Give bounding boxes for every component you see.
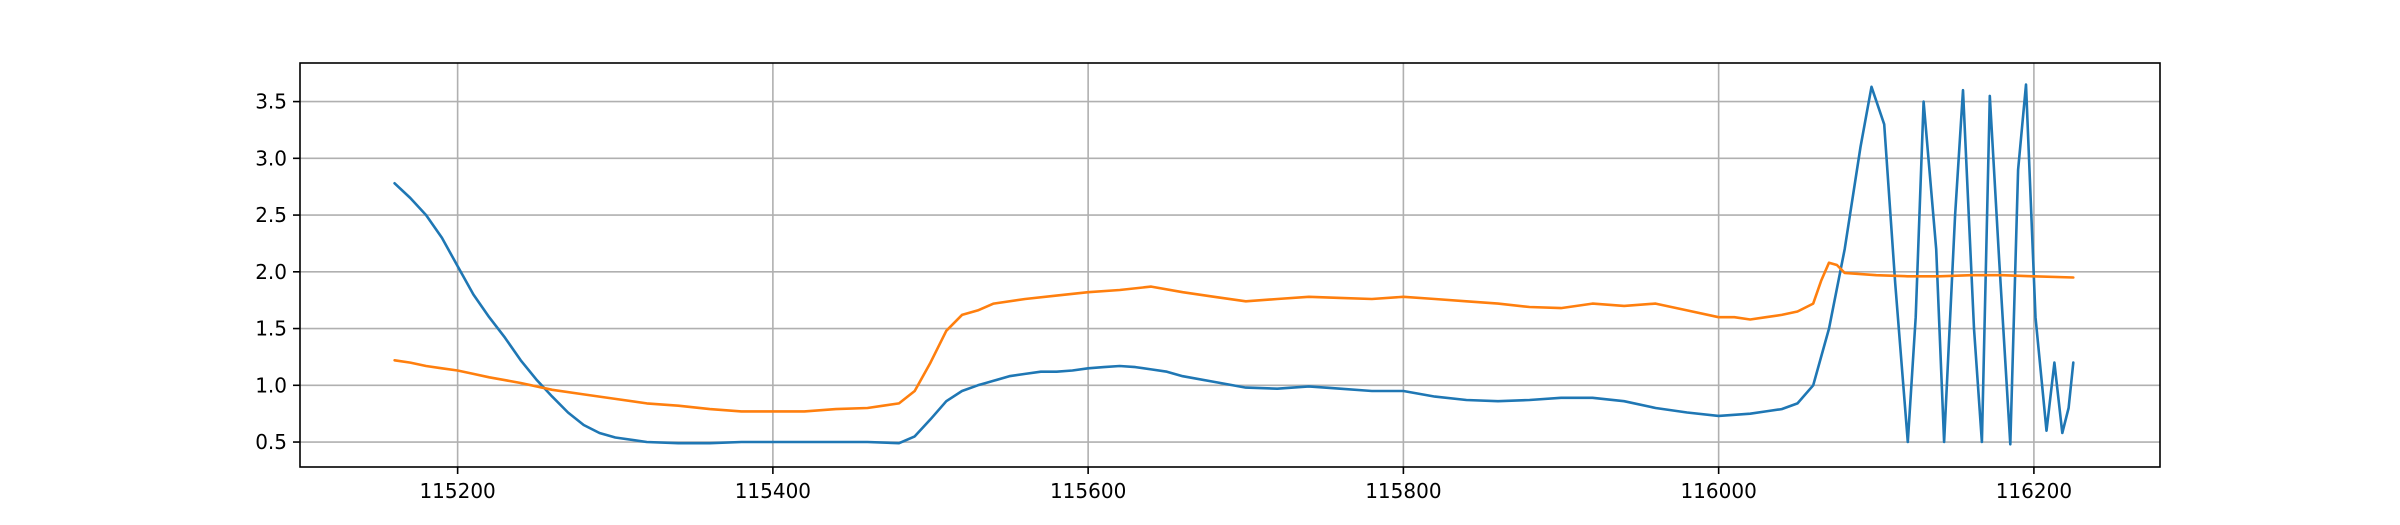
axis-layer: 115200 115400 115600 115800 116000 116200 0.5 1… [255,90,2072,503]
x-tick-label: 115600 [1050,479,1126,503]
series-line-1 [393,83,2075,446]
y-tick-label: 3.0 [255,146,287,170]
x-tick-label: 115400 [735,479,811,503]
y-tick-label: 2.5 [255,203,287,227]
y-tick-label: 1.5 [255,317,287,341]
y-tick-label: 1.0 [255,373,287,397]
x-tick-label: 115200 [419,479,495,503]
grid-layer [300,63,2160,467]
y-tick-label: 0.5 [255,430,287,454]
y-tick-label: 3.5 [255,90,287,114]
x-tick-label: 116000 [1680,479,1756,503]
x-tick-label: 116200 [1996,479,2072,503]
series-line-2 [393,261,2075,413]
plot-frame [299,62,2161,468]
y-tick-label: 2.0 [255,260,287,284]
series-layer [393,83,2075,446]
x-tick-label: 115800 [1365,479,1441,503]
